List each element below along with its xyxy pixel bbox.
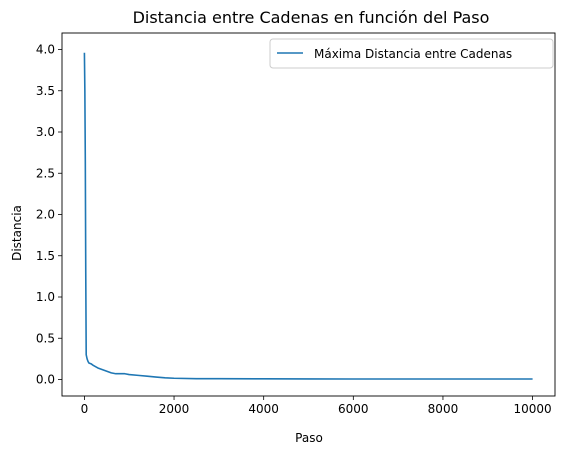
y-tick-label: 0.5 <box>36 331 55 345</box>
x-tick-label: 8000 <box>428 402 459 416</box>
x-tick-label: 6000 <box>338 402 369 416</box>
y-tick-label: 2.0 <box>36 208 55 222</box>
plot-frame <box>61 32 556 397</box>
y-tick-label: 4.0 <box>36 43 55 57</box>
x-tick-label: 10000 <box>513 402 551 416</box>
legend-series-label: Máxima Distancia entre Cadenas <box>314 47 512 61</box>
x-tick-label: 4000 <box>248 402 279 416</box>
y-tick-label: 3.5 <box>36 84 55 98</box>
y-tick-label: 2.5 <box>36 166 55 180</box>
legend: Máxima Distancia entre Cadenas <box>269 38 554 69</box>
x-tick-label: 2000 <box>159 402 190 416</box>
y-tick-label: 1.0 <box>36 290 55 304</box>
x-axis-label: Paso <box>295 431 323 445</box>
y-tick-label: 3.0 <box>36 125 55 139</box>
y-tick-label: 1.5 <box>36 249 55 263</box>
y-axis-label: Distancia <box>10 205 24 261</box>
y-tick-label: 0.0 <box>36 373 55 387</box>
plot-area: 0 2000 4000 6000 8000 10000 0.0 0.5 1.0 1.5 2.0 2.5… <box>36 32 556 416</box>
legend-box <box>269 38 554 69</box>
x-tick-label: 0 <box>81 402 89 416</box>
chart-title: Distancia entre Cadenas en función del P… <box>133 8 490 27</box>
series-line-0 <box>83 52 533 380</box>
